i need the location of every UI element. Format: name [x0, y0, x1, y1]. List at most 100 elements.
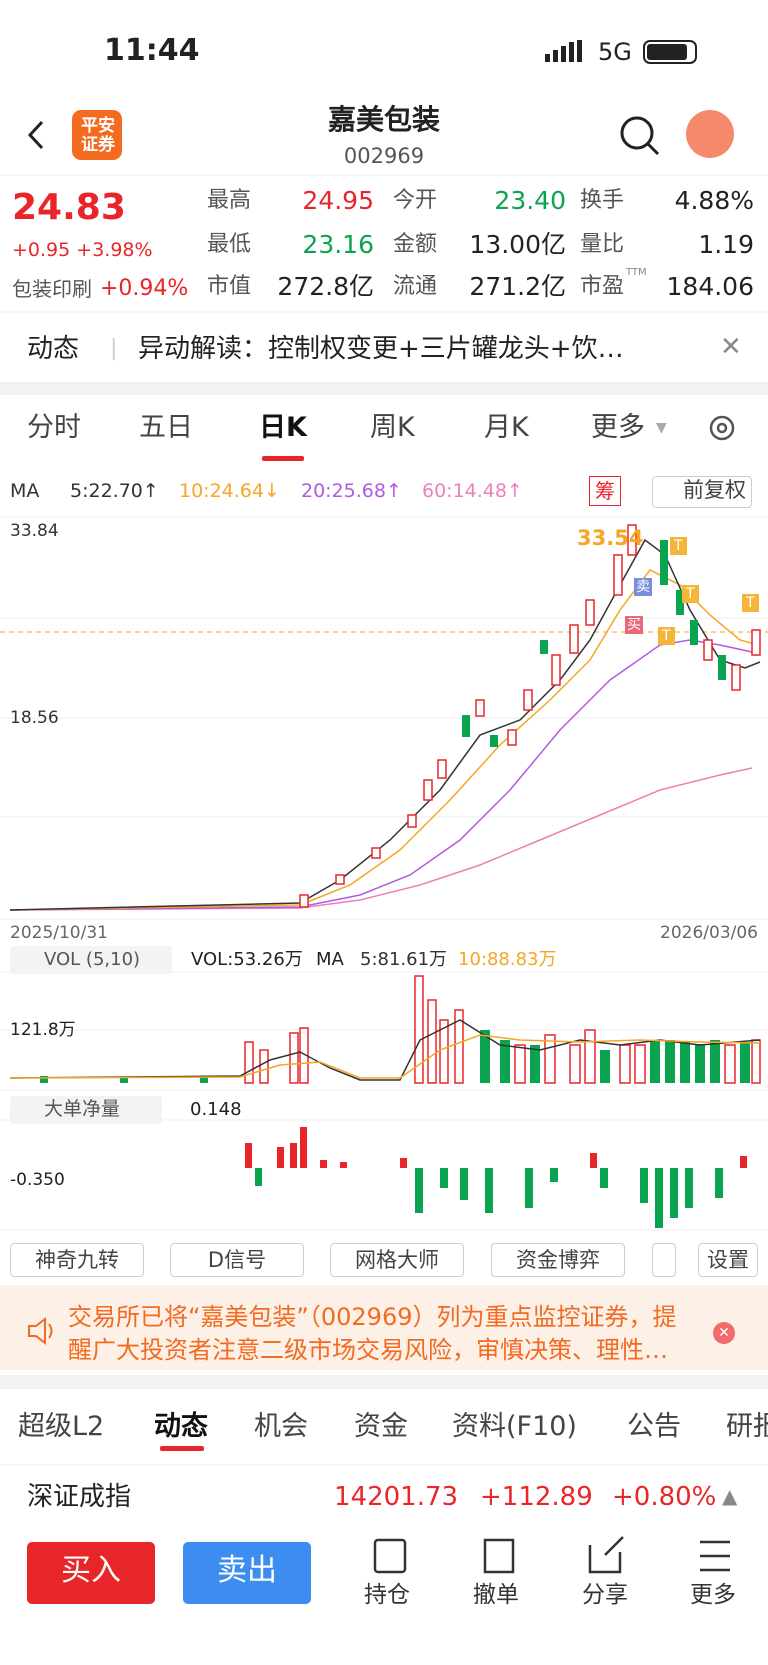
stat-label: 换手	[580, 188, 625, 213]
notice-line: 交易所已将“嘉美包装”（002969）列为重点监控证券，提	[68, 1303, 677, 1331]
t-marker: T	[682, 585, 699, 603]
buy-bg	[27, 1542, 155, 1604]
battery	[647, 44, 687, 60]
ma5	[9, 538, 761, 911]
stat-value: 23.40	[494, 186, 566, 215]
stat-value: 24.95	[302, 186, 374, 215]
action-label[interactable]: 更多	[690, 1582, 736, 1608]
tool-button[interactable]	[652, 1243, 676, 1277]
gap	[0, 382, 768, 395]
back-icon	[27, 120, 44, 150]
flow-y-label: -0.350	[10, 1170, 65, 1190]
ma-value: 5:22.70↑	[70, 480, 159, 502]
stock-name: 嘉美包装	[327, 103, 440, 136]
action-label[interactable]: 持仓	[364, 1582, 410, 1608]
stat-value: 271.2亿	[469, 272, 566, 301]
battery	[643, 40, 697, 64]
vol-ma10: 10:88.83万	[458, 949, 557, 970]
info-tab[interactable]: 资料(F10)	[452, 1411, 577, 1442]
buy-marker: 买	[625, 616, 643, 634]
stat-label: 最低	[207, 232, 252, 257]
adjust-button[interactable]: 前复权	[652, 476, 752, 508]
grid	[0, 516, 768, 1231]
ma60	[9, 767, 753, 911]
ma20	[9, 639, 753, 911]
chart-tab[interactable]: 月K	[484, 412, 529, 443]
sell-button[interactable]: 卖出	[217, 1553, 277, 1588]
vol-indicator[interactable]: VOL (5,10)	[44, 949, 141, 970]
notice-close[interactable]: ✕	[713, 1322, 735, 1344]
tool-button[interactable]: 神奇九转	[10, 1243, 144, 1277]
vol-ma5	[9, 1019, 761, 1081]
stat-label: 最高	[207, 188, 252, 213]
vol-ma10	[9, 1034, 761, 1079]
search-icon	[646, 142, 660, 156]
action-label[interactable]: 撤单	[473, 1582, 519, 1608]
vol-value: VOL:53.26万	[191, 949, 303, 970]
tool-button[interactable]: 设置	[698, 1243, 758, 1277]
info-tab[interactable]: 公告	[627, 1411, 681, 1442]
change: +0.95 +3.98%	[12, 241, 153, 260]
stat-value: 23.16	[302, 230, 374, 259]
chart-tab[interactable]: 分时	[27, 412, 81, 443]
flow-selector[interactable]	[10, 1096, 162, 1124]
info-tab[interactable]: 资金	[354, 1411, 408, 1442]
net-flow-bars	[245, 1127, 747, 1228]
logo-text: 平安	[81, 116, 115, 136]
notice-line: 醒广大投资者注意二级市场交易风险，审慎决策、理性…	[68, 1336, 668, 1364]
tab-underline	[160, 1446, 204, 1451]
time: 11:44	[104, 33, 200, 68]
stat-value: 272.8亿	[277, 272, 374, 301]
y-label: 33.84	[10, 521, 59, 541]
vol-selector[interactable]	[10, 946, 172, 974]
stat-value: 4.88%	[674, 186, 754, 215]
vol-ma5: 5:81.61万	[360, 949, 448, 970]
chart-tab[interactable]: 更多	[591, 412, 645, 443]
tool-button[interactable]: 网格大师	[330, 1243, 464, 1277]
info-tab[interactable]: 超级L2	[18, 1411, 105, 1442]
index-value: 14201.73	[334, 1482, 459, 1512]
t-marker: T	[742, 594, 759, 612]
info-tab[interactable]: 机会	[254, 1411, 308, 1442]
dropdown-icon[interactable]: ▼	[656, 420, 667, 436]
settings-icon[interactable]	[706, 412, 738, 444]
action-icons	[373, 1536, 730, 1574]
buy-button[interactable]: 买入	[61, 1553, 121, 1588]
ma-label: MA	[10, 480, 40, 502]
end-date: 2026/03/06	[660, 923, 758, 943]
info-tab[interactable]: 研报	[726, 1411, 768, 1442]
logo-bg	[72, 110, 122, 160]
sector-change: +0.94%	[100, 276, 189, 301]
speaker-icon	[28, 1316, 53, 1346]
signal	[545, 40, 582, 62]
news-tag: 动态	[27, 334, 80, 364]
chart-tab[interactable]: 周K	[370, 412, 415, 443]
stat-label: 量比	[580, 232, 625, 257]
action-label[interactable]: 分享	[582, 1582, 628, 1608]
notice-bg	[0, 1285, 768, 1370]
broker-logo: 平安 证券	[76, 117, 120, 155]
start-date: 2025/10/31	[10, 923, 108, 943]
change-abs: +0.95	[12, 239, 71, 261]
stat-value: 184.06	[666, 272, 754, 301]
volume-bars	[40, 975, 761, 1084]
chip-button[interactable]: 筹	[589, 476, 621, 506]
news-text[interactable]: 异动解读：控制权变更+三片罐龙头+饮…	[138, 334, 624, 364]
tool-button[interactable]: 资金博弈	[491, 1243, 625, 1277]
candles-up	[299, 524, 761, 908]
logo-text: 证券	[81, 135, 115, 155]
chart-tab[interactable]: 日K	[259, 412, 307, 443]
expand-icon[interactable]: ▲	[722, 1484, 738, 1508]
tool-button[interactable]: D信号	[170, 1243, 304, 1277]
close-icon[interactable]: ✕	[720, 332, 742, 362]
info-tab[interactable]: 动态	[154, 1411, 208, 1442]
chart-tab[interactable]: 五日	[139, 412, 193, 443]
change-pct: +3.98%	[76, 239, 153, 261]
y-label: 18.56	[10, 708, 59, 728]
candles-down	[462, 540, 726, 747]
separator: |	[110, 336, 118, 361]
t-marker: T	[658, 627, 675, 645]
flow-indicator[interactable]: 大单净量	[44, 1098, 121, 1120]
search-icon	[620, 116, 654, 150]
